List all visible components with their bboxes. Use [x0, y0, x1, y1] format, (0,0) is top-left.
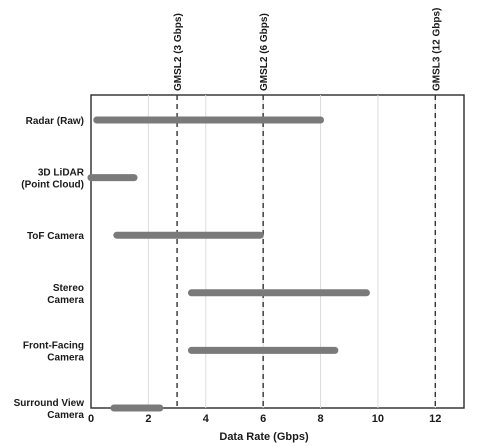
x-tick-label-10: 10: [372, 413, 384, 425]
category-label-6: Surround View Camera: [14, 398, 85, 421]
x-tick-label-12: 12: [429, 413, 441, 425]
category-label-3: ToF Camera: [27, 231, 84, 242]
x-tick-label-0: 0: [88, 413, 94, 425]
category-label-5: Front-Facing Camera: [23, 340, 85, 363]
plot-frame: [90, 94, 465, 409]
category-label-2: 3D LiDAR (Point Cloud): [21, 168, 85, 191]
category-labels: Radar (Raw) 3D LiDAR (Point Cloud) ToF Came…: [14, 116, 85, 421]
reference-lines: GMSL2 (3 Gbps) GMSL2 (6 Gbps) GMSL3 (12 Gb…: [173, 8, 442, 408]
x-tick-label-8: 8: [317, 413, 323, 425]
reference-line-label-2: GMSL2 (6 Gbps): [259, 13, 270, 91]
reference-line-label-3: GMSL3 (12 Gbps): [431, 8, 442, 91]
category-label-1: Radar (Raw): [26, 116, 84, 127]
x-tick-label-2: 2: [145, 413, 151, 425]
reference-line-label-1: GMSL2 (3 Gbps): [173, 13, 184, 91]
category-label-4: Stereo Camera: [47, 283, 84, 306]
x-tick-labels: 0 2 4 6 8 10 12: [88, 413, 441, 425]
x-tick-label-4: 4: [203, 413, 210, 425]
bars: [87, 116, 370, 412]
x-axis-title: Data Rate (Gbps): [219, 431, 309, 443]
x-tick-label-6: 6: [260, 413, 266, 425]
